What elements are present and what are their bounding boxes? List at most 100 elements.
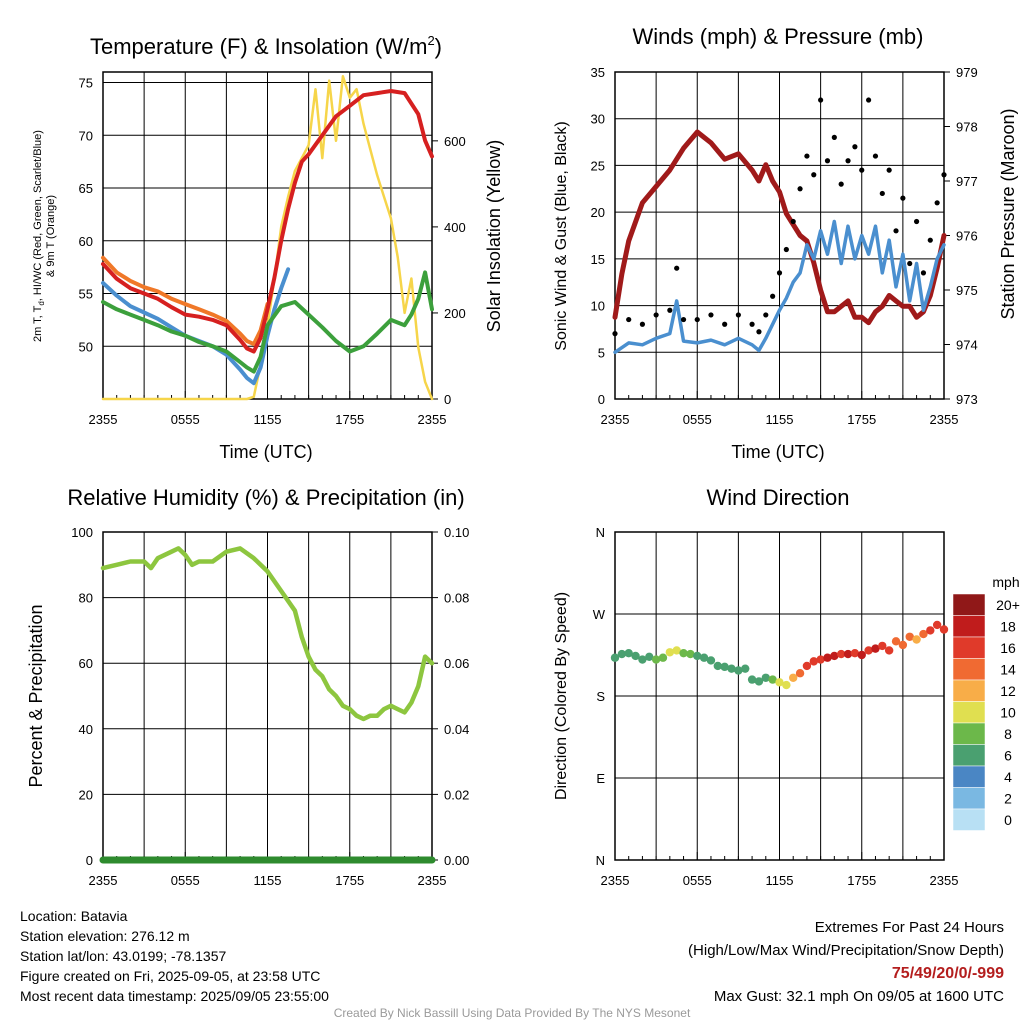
wind-gust-point — [811, 172, 817, 178]
station-info: Location: Batavia Station elevation: 276… — [20, 906, 329, 1006]
wind-gust-point — [907, 260, 913, 267]
colorbar-swatch — [952, 765, 986, 788]
wind-ytick-label: 0 — [598, 392, 605, 407]
extremes-values: 75/49/20/0/-999 — [891, 965, 1004, 982]
wind-gust-point — [831, 134, 837, 140]
colorbar-swatch — [952, 658, 986, 681]
wind-gust-point — [818, 97, 824, 103]
direction-point — [843, 649, 853, 659]
direction-point — [631, 651, 640, 661]
colorbar-label: 12 — [1000, 683, 1016, 699]
wind-gust-point — [612, 331, 618, 337]
colorbar-label: 2 — [1004, 790, 1012, 806]
temperature-frame — [102, 71, 433, 400]
wind-gust-point — [776, 270, 783, 276]
wind-gust-point — [934, 200, 940, 206]
recent-data-text: Most recent data timestamp: 2025/09/05 2… — [20, 988, 329, 1004]
direction-point — [871, 644, 880, 653]
temperature-xlabel: Time (UTC) — [219, 442, 312, 462]
wind-series-sonic-wind — [613, 219, 946, 355]
humidity-y2tick-label: 0.00 — [444, 853, 469, 868]
wind-gust-point — [872, 153, 879, 159]
direction-point — [789, 673, 798, 682]
extremes-description: (High/Low/Max Wind/Precipitation/Snow De… — [688, 942, 1004, 959]
wind-y2tick-label: 976 — [956, 229, 978, 244]
wind-gust-point — [735, 312, 741, 318]
direction-point — [638, 655, 647, 664]
direction-ytick-label: E — [596, 771, 605, 786]
wind-gust-point — [694, 316, 700, 323]
direction-point — [891, 637, 901, 646]
direction-xtick-label: 1155 — [766, 873, 794, 888]
temperature-series-2m-t — [101, 89, 434, 354]
humidity-panel: Relative Humidity (%) & Precipitation (i… — [26, 485, 469, 888]
direction-point — [768, 675, 777, 684]
temperature-xtick-label: 1755 — [335, 412, 364, 427]
colorbar-label: 14 — [1000, 661, 1016, 677]
wind-gust-point — [838, 181, 844, 187]
direction-point — [775, 678, 784, 687]
direction-point — [782, 680, 791, 690]
colorbar-title: mph — [992, 574, 1019, 590]
temperature-xtick-label: 2355 — [89, 412, 118, 427]
wind-panel: Winds (mph) & Pressure (mb) Sonic Wind &… — [553, 24, 1018, 462]
direction-ytick-label: W — [593, 607, 606, 622]
direction-point — [802, 661, 812, 671]
humidity-title: Relative Humidity (%) & Precipitation (i… — [67, 485, 464, 510]
wind-title: Winds (mph) & Pressure (mb) — [633, 24, 924, 49]
direction-point — [693, 651, 702, 661]
wind-gust-point — [804, 153, 810, 159]
wind-gust-point — [900, 195, 906, 201]
wind-gust-point — [852, 144, 858, 150]
direction-panel: Wind Direction Direction (Colored By Spe… — [553, 485, 1020, 888]
colorbar-label: 4 — [1004, 769, 1012, 785]
colorbar-label: 6 — [1004, 747, 1012, 763]
temperature-ytick-label: 50 — [79, 339, 93, 354]
direction-point — [706, 656, 716, 665]
humidity-xtick-label: 1755 — [335, 873, 364, 888]
wind-gust-point — [722, 321, 728, 327]
direction-point — [761, 673, 770, 682]
wind-gust-point — [708, 312, 714, 318]
direction-ylabel: Direction (Colored By Speed) — [553, 592, 570, 800]
direction-point — [665, 648, 675, 657]
humidity-y2tick-label: 0.10 — [444, 525, 469, 540]
wind-gust-point — [756, 329, 762, 335]
elevation-text: Station elevation: 276.12 m — [20, 928, 190, 944]
temperature-series-td — [101, 270, 434, 374]
temperature-y2tick-label: 400 — [444, 220, 466, 235]
credit-text: Created By Nick Bassill Using Data Provi… — [333, 1006, 691, 1020]
wind-gust-point — [770, 293, 776, 299]
extremes-title: Extremes For Past 24 Hours — [814, 919, 1004, 936]
direction-point — [754, 677, 764, 686]
temperature-xtick-label: 2355 — [418, 412, 447, 427]
wind-y2label: Station Pressure (Maroon) — [998, 108, 1018, 319]
temperature-y2tick-label: 200 — [444, 306, 466, 321]
temperature-y2tick-label: 600 — [444, 134, 466, 149]
temperature-xtick-label: 0555 — [171, 412, 200, 427]
humidity-ylabel: Percent & Precipitation — [26, 604, 46, 787]
humidity-ytick-label: 0 — [86, 853, 93, 868]
temperature-title: Temperature (F) & Insolation (W/m2) — [90, 33, 442, 59]
direction-point — [727, 664, 736, 673]
direction-point — [713, 661, 723, 671]
temperature-panel: Temperature (F) & Insolation (W/m2) 2m T… — [32, 33, 504, 462]
temperature-ytick-label: 60 — [79, 234, 93, 249]
wind-gust-point — [667, 307, 673, 313]
direction-point — [919, 629, 928, 639]
colorbar-label: 18 — [1000, 618, 1016, 634]
wind-gust-point — [674, 265, 680, 271]
direction-point — [864, 646, 873, 655]
direction-point — [878, 641, 887, 651]
latlon-text: Station lat/lon: 43.0199; -78.1357 — [20, 948, 227, 964]
wind-gust-point — [626, 316, 632, 323]
wind-gust-point — [845, 158, 851, 164]
direction-point — [720, 662, 729, 672]
colorbar-swatch — [952, 593, 986, 616]
direction-point — [857, 650, 866, 660]
direction-point — [809, 657, 818, 666]
wind-xlabel: Time (UTC) — [731, 442, 824, 462]
wind-gust-point — [797, 186, 803, 192]
humidity-ytick-label: 40 — [79, 722, 93, 737]
wind-y2tick-label: 977 — [956, 174, 978, 189]
